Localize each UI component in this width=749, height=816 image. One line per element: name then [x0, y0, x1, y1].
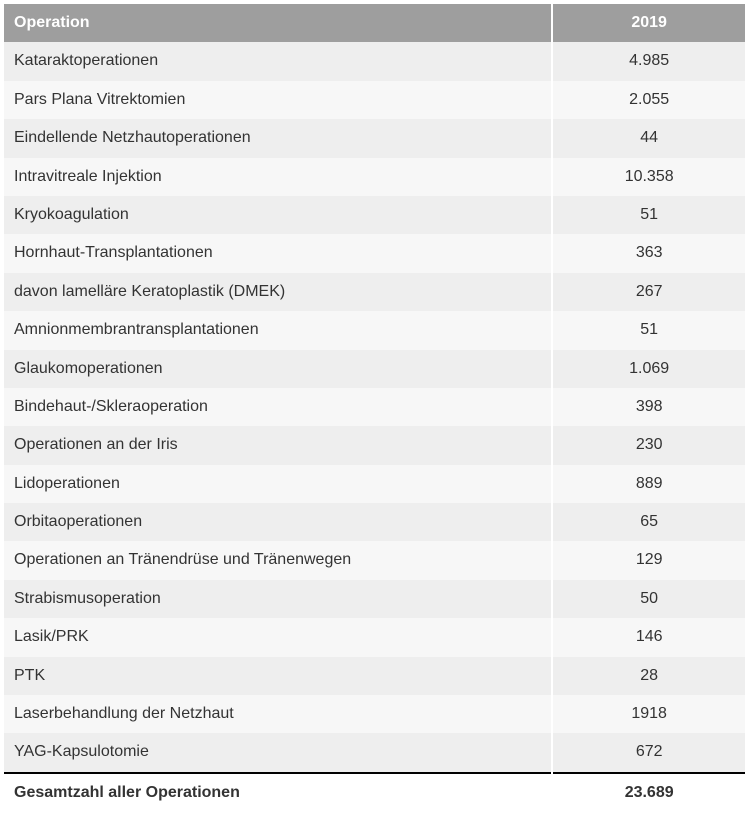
row-value: 50 — [552, 580, 745, 618]
row-value: 2.055 — [552, 81, 745, 119]
row-value: 51 — [552, 196, 745, 234]
table-row: Kryokoagulation 51 — [4, 196, 745, 234]
row-value: 267 — [552, 273, 745, 311]
table-row: Hornhaut-Transplantationen 363 — [4, 234, 745, 272]
row-label: Bindehaut-/Skleraoperation — [4, 388, 552, 426]
total-value: 23.689 — [552, 773, 745, 812]
table-row: Glaukomoperationen 1.069 — [4, 350, 745, 388]
row-value: 4.985 — [552, 42, 745, 80]
table-row: Operationen an Tränendrüse und Tränenweg… — [4, 541, 745, 579]
table-row: Lasik/PRK 146 — [4, 618, 745, 656]
table-total-row: Gesamtzahl aller Operationen 23.689 — [4, 773, 745, 812]
row-value: 129 — [552, 541, 745, 579]
table-row: Pars Plana Vitrektomien 2.055 — [4, 81, 745, 119]
row-label: Glaukomoperationen — [4, 350, 552, 388]
row-label: Intravitreale Injektion — [4, 158, 552, 196]
row-label: Operationen an Tränendrüse und Tränenweg… — [4, 541, 552, 579]
table-row: Kataraktoperationen 4.985 — [4, 42, 745, 80]
table-row: Amnionmembrantransplantationen 51 — [4, 311, 745, 349]
row-value: 1.069 — [552, 350, 745, 388]
row-value: 672 — [552, 733, 745, 772]
table-row: Strabismusoperation 50 — [4, 580, 745, 618]
row-value: 363 — [552, 234, 745, 272]
row-label: davon lamelläre Keratoplastik (DMEK) — [4, 273, 552, 311]
row-value: 230 — [552, 426, 745, 464]
row-label: YAG-Kapsulotomie — [4, 733, 552, 772]
row-label: Operationen an der Iris — [4, 426, 552, 464]
row-label: PTK — [4, 657, 552, 695]
row-label: Amnionmembrantransplantationen — [4, 311, 552, 349]
row-value: 889 — [552, 465, 745, 503]
table-row: Laserbehandlung der Netzhaut 1918 — [4, 695, 745, 733]
row-label: Lasik/PRK — [4, 618, 552, 656]
row-value: 44 — [552, 119, 745, 157]
table-row: Operationen an der Iris 230 — [4, 426, 745, 464]
row-value: 398 — [552, 388, 745, 426]
table-row: Bindehaut-/Skleraoperation 398 — [4, 388, 745, 426]
row-label: Pars Plana Vitrektomien — [4, 81, 552, 119]
row-label: Strabismusoperation — [4, 580, 552, 618]
total-label: Gesamtzahl aller Operationen — [4, 773, 552, 812]
table-row: Intravitreale Injektion 10.358 — [4, 158, 745, 196]
table-row: Orbitaoperationen 65 — [4, 503, 745, 541]
table-header-row: Operation 2019 — [4, 4, 745, 42]
operations-table: Operation 2019 Kataraktoperationen 4.985… — [4, 4, 745, 812]
col-header-year: 2019 — [552, 4, 745, 42]
table-body: Kataraktoperationen 4.985 Pars Plana Vit… — [4, 42, 745, 812]
row-label: Kryokoagulation — [4, 196, 552, 234]
row-value: 10.358 — [552, 158, 745, 196]
row-value: 65 — [552, 503, 745, 541]
row-value: 28 — [552, 657, 745, 695]
row-value: 1918 — [552, 695, 745, 733]
row-label: Eindellende Netzhautoperationen — [4, 119, 552, 157]
table-row: YAG-Kapsulotomie 672 — [4, 733, 745, 772]
row-label: Hornhaut-Transplantationen — [4, 234, 552, 272]
row-label: Laserbehandlung der Netzhaut — [4, 695, 552, 733]
col-header-operation: Operation — [4, 4, 552, 42]
table-row: davon lamelläre Keratoplastik (DMEK) 267 — [4, 273, 745, 311]
table-row: Lidoperationen 889 — [4, 465, 745, 503]
row-label: Kataraktoperationen — [4, 42, 552, 80]
row-value: 51 — [552, 311, 745, 349]
row-label: Lidoperationen — [4, 465, 552, 503]
table-row: PTK 28 — [4, 657, 745, 695]
row-label: Orbitaoperationen — [4, 503, 552, 541]
row-value: 146 — [552, 618, 745, 656]
table-row: Eindellende Netzhautoperationen 44 — [4, 119, 745, 157]
